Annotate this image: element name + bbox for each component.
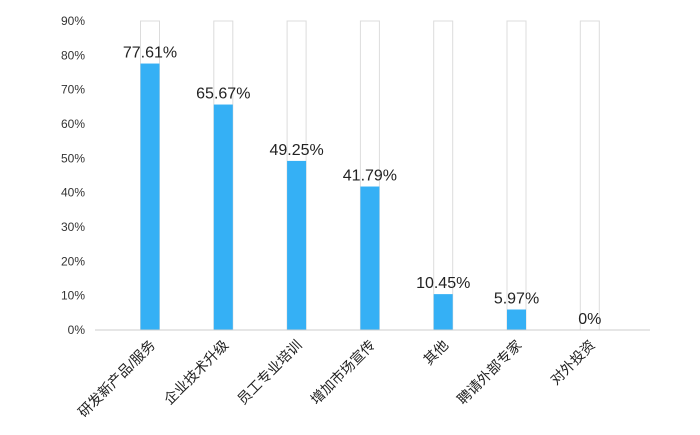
data-label: 65.67% [196, 86, 250, 103]
data-label: 5.97% [494, 291, 539, 308]
category-label: 增加市场宣传 [307, 337, 378, 408]
data-label: 49.25% [269, 142, 323, 159]
y-tick-label: 20% [61, 254, 85, 268]
bar [287, 160, 307, 330]
y-tick-label: 50% [61, 151, 85, 165]
data-label: 77.61% [123, 45, 177, 62]
category-label: 对外投资 [547, 337, 598, 388]
data-label: 10.45% [416, 275, 470, 292]
y-tick-label: 80% [61, 48, 85, 62]
y-tick-label: 0% [68, 323, 86, 337]
category-label: 其他 [420, 337, 451, 368]
y-tick-label: 90% [61, 14, 85, 28]
y-tick-label: 40% [61, 186, 85, 200]
bar [360, 186, 380, 330]
category-labels: 研发新产品/服务 企业技术升级 员工专业培训 增加市场宣传 其他 聘请外部专家 对外投资 [75, 337, 598, 420]
y-tick-label: 10% [61, 289, 85, 303]
bar [433, 294, 453, 330]
category-label: 员工专业培训 [234, 337, 305, 408]
y-tick-label: 70% [61, 83, 85, 97]
y-tick-label: 60% [61, 117, 85, 131]
bar [213, 104, 233, 331]
data-label: 41.79% [343, 168, 397, 185]
y-axis: 0% 10% 20% 30% 40% 50% 60% 70% 80% 90% [61, 14, 85, 337]
bar-track [579, 20, 600, 331]
y-tick-label: 30% [61, 220, 85, 234]
category-label: 聘请外部专家 [454, 337, 525, 408]
category-label: 企业技术升级 [161, 337, 232, 408]
category-label: 研发新产品/服务 [75, 337, 158, 420]
bar [507, 309, 526, 330]
data-labels: 77.61% 65.67% 49.25% 41.79% 10.45% 5.97% 0% [123, 45, 601, 328]
bar-track [506, 20, 527, 331]
bars [140, 63, 526, 331]
data-label: 0% [578, 311, 601, 328]
bar [140, 63, 160, 330]
